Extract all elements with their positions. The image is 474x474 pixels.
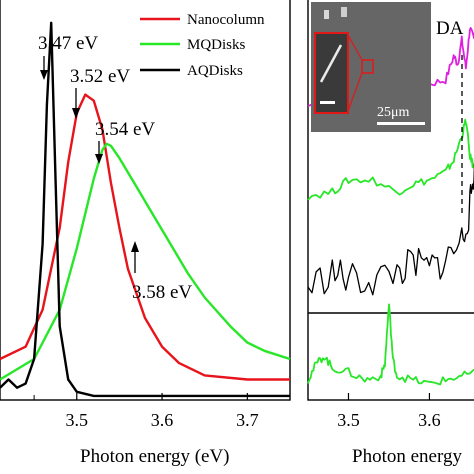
sem-region-box: [361, 59, 374, 74]
right-tick-label: 3.5: [337, 410, 360, 430]
right-series-line-3: [307, 158, 474, 296]
right-series-line-2: [307, 118, 474, 201]
sem-zoom-inset: [314, 32, 349, 114]
left-panel: 3.5 3.6 3.7 Nanocolumn MQDisks AQDisks 3.4…: [0, 0, 291, 467]
annotation-3-54: 3.54 eV: [95, 119, 155, 140]
arrow-3-52-head: [72, 108, 80, 119]
left-x-axis-label: Photon energy (eV): [80, 446, 230, 467]
legend-label-aqdisks: AQDisks: [187, 63, 243, 79]
left-series-group: [0, 21, 291, 398]
sem-scale-label: 25μm: [377, 105, 410, 120]
legend: Nanocolumn MQDisks AQDisks: [140, 12, 265, 79]
peak-annotations: 3.47 eV 3.52 eV 3.54 eV 3.58 eV: [38, 33, 192, 303]
right-tick-label: 3.6: [418, 410, 441, 430]
right-ticks: 3.53.63: [337, 393, 441, 430]
sem-zoom-connector-top: [347, 34, 363, 61]
legend-label-mqdisks: MQDisks: [187, 37, 246, 53]
da-label: DA: [436, 18, 464, 39]
right-series-line-4: [307, 303, 474, 386]
right-panel: DA 25μm 3.53.63 Photon energy: [307, 0, 474, 467]
left-plot-frame: [0, 0, 291, 401]
arrow-3-47-head: [40, 70, 48, 80]
arrow-3-58-head: [131, 241, 139, 252]
annotation-3-58: 3.58 eV: [132, 282, 192, 303]
left-ticks: 3.5 3.6 3.7: [33, 393, 259, 430]
sem-zoom-scalebar: [320, 101, 335, 104]
left-tick-label: 3.6: [151, 410, 174, 430]
series-line-aqdisks: [0, 21, 290, 398]
series-line-mqdisks: [0, 142, 291, 381]
sem-zoom-connector-bottom: [347, 72, 363, 112]
annotation-3-52: 3.52 eV: [70, 66, 130, 87]
sem-inset: 25μm: [311, 2, 431, 132]
arrow-3-54-head: [95, 154, 103, 164]
left-tick-label: 3.7: [236, 410, 259, 430]
sem-particle-2: [341, 7, 347, 17]
right-x-axis-label: Photon energy: [352, 446, 462, 467]
legend-label-nanocolumn: Nanocolumn: [187, 12, 265, 28]
sem-scalebar: [377, 122, 425, 125]
left-tick-label: 3.5: [66, 410, 89, 430]
sem-nanowire: [319, 44, 343, 83]
sem-particle-1: [324, 10, 329, 19]
annotation-3-47: 3.47 eV: [38, 33, 98, 54]
